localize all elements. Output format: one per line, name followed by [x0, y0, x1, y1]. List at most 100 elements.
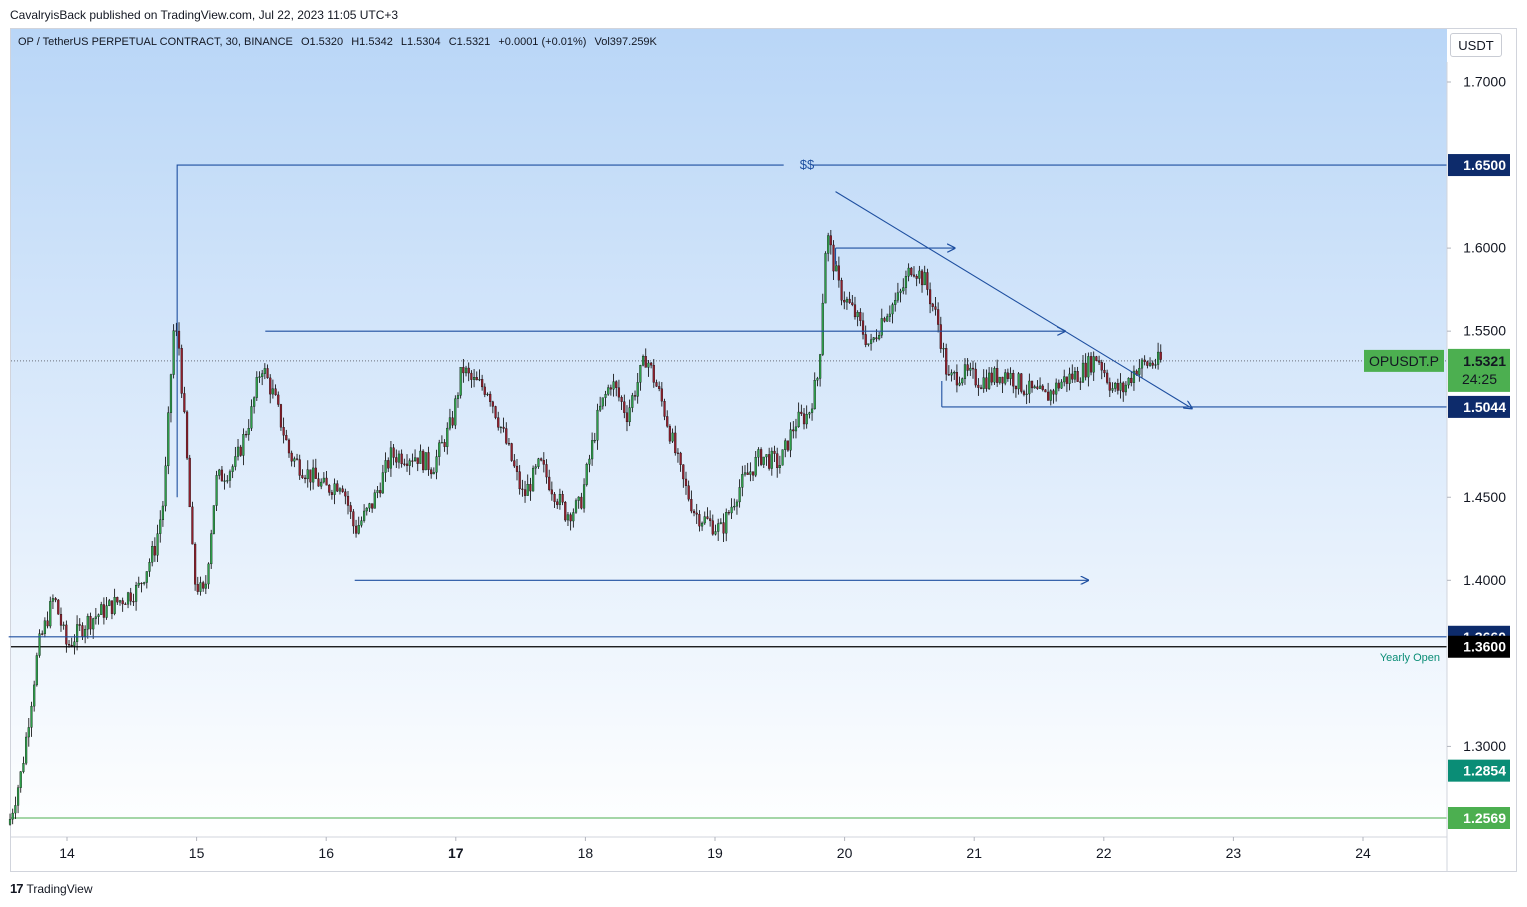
- candle-body: [1038, 385, 1042, 389]
- candle-body: [183, 393, 186, 413]
- candle-body: [1025, 393, 1028, 395]
- candle-body: [419, 450, 422, 464]
- candle-body: [523, 489, 527, 496]
- price-level-badge: [1448, 154, 1510, 177]
- candle-body: [902, 287, 905, 292]
- candle-body: [829, 235, 832, 246]
- candle-body: [1049, 390, 1052, 401]
- candle-body: [537, 458, 540, 467]
- candle-body: [1095, 356, 1098, 361]
- candle-body: [628, 407, 631, 423]
- candle-body: [674, 432, 677, 454]
- candle-body: [1157, 351, 1160, 365]
- candle-body: [604, 394, 607, 398]
- candle-body: [526, 484, 529, 496]
- candle-body: [655, 382, 658, 387]
- price-level-badge: [1448, 807, 1510, 829]
- candle-body: [247, 428, 250, 435]
- candle-body: [352, 511, 355, 527]
- candle-body: [1132, 370, 1136, 383]
- candle-body: [443, 442, 446, 447]
- candle-body: [151, 546, 154, 563]
- candle-body: [153, 546, 156, 556]
- price-axis[interactable]: 1.7000 1.6000 1.5500 1.4500 1.4000 1.3000: [1447, 74, 1506, 754]
- candle-body: [819, 354, 822, 379]
- price-level-badge: [1448, 395, 1510, 418]
- candle-body: [365, 507, 368, 512]
- candle-body: [199, 582, 202, 592]
- candle-body: [996, 368, 999, 383]
- candle-body: [271, 388, 274, 395]
- candle-body: [671, 432, 674, 442]
- candle-body: [1124, 384, 1127, 393]
- time-axis[interactable]: 14 15 16 17 18 19 20 21 22 23 24: [59, 837, 1371, 861]
- candle-body: [239, 446, 242, 456]
- candle-body: [760, 449, 763, 465]
- y-tick-label: 1.3000: [1463, 738, 1506, 754]
- candle-body: [1119, 382, 1122, 391]
- candle-body: [802, 413, 806, 425]
- candle-body: [499, 426, 502, 429]
- candle-body: [354, 525, 358, 534]
- candle-body: [204, 583, 207, 589]
- candle-body: [1001, 376, 1004, 384]
- currency-button[interactable]: USDT: [1450, 33, 1502, 57]
- candle-body: [867, 343, 870, 345]
- candle-body: [51, 598, 55, 602]
- candle-body: [776, 453, 779, 469]
- candle-body: [448, 417, 452, 429]
- candle-body: [97, 614, 100, 617]
- candle-body: [784, 440, 787, 450]
- y-tick-label: 1.6000: [1463, 240, 1506, 256]
- candle-body: [159, 519, 162, 534]
- candle-body: [148, 561, 151, 572]
- candle-body: [27, 727, 30, 738]
- candle-body: [277, 394, 280, 405]
- candle-body: [1052, 390, 1055, 395]
- candle-body: [57, 599, 60, 615]
- candle-body: [773, 450, 776, 454]
- footer-brand[interactable]: 17 TradingView: [10, 881, 93, 896]
- candle-body: [1065, 376, 1068, 384]
- candle-body: [1063, 376, 1066, 383]
- candle-body: [781, 449, 784, 466]
- y-tick-label: 1.4500: [1463, 489, 1506, 505]
- candle-body: [1127, 377, 1130, 386]
- candle-body: [1028, 380, 1031, 395]
- x-tick-label: 22: [1096, 845, 1112, 861]
- candle-body: [988, 372, 991, 389]
- candle-body: [344, 491, 347, 497]
- candle-body: [582, 484, 586, 509]
- candle-body: [529, 484, 532, 492]
- candle-body: [464, 367, 468, 374]
- candle-body: [931, 303, 934, 307]
- candle-body: [70, 644, 73, 647]
- candle-body: [467, 367, 470, 374]
- candle-body: [328, 484, 331, 493]
- candle-body: [8, 819, 12, 825]
- candle-body: [373, 492, 376, 509]
- candle-body: [102, 604, 105, 618]
- candle-body: [695, 512, 698, 515]
- candle-body: [322, 477, 325, 483]
- candle-body: [459, 367, 462, 396]
- candle-body: [1081, 362, 1085, 383]
- candle-body: [534, 466, 537, 469]
- drawing-arrow-line[interactable]: [835, 191, 1192, 409]
- candle-body: [456, 395, 460, 399]
- candle-body: [985, 377, 988, 389]
- candle-body: [607, 387, 610, 395]
- candle-body: [856, 312, 859, 318]
- candle-body: [333, 483, 336, 495]
- candle-body: [440, 442, 443, 444]
- candle-body: [19, 771, 22, 788]
- candle-body: [371, 503, 374, 509]
- candle-body: [918, 270, 921, 279]
- candle-body: [306, 469, 309, 480]
- drawing-polyline[interactable]: [176, 164, 784, 498]
- candle-body: [35, 655, 38, 686]
- candle-body: [650, 362, 653, 366]
- legend-change: +0.0001 (+0.01%): [498, 36, 587, 48]
- candle-body: [738, 487, 741, 503]
